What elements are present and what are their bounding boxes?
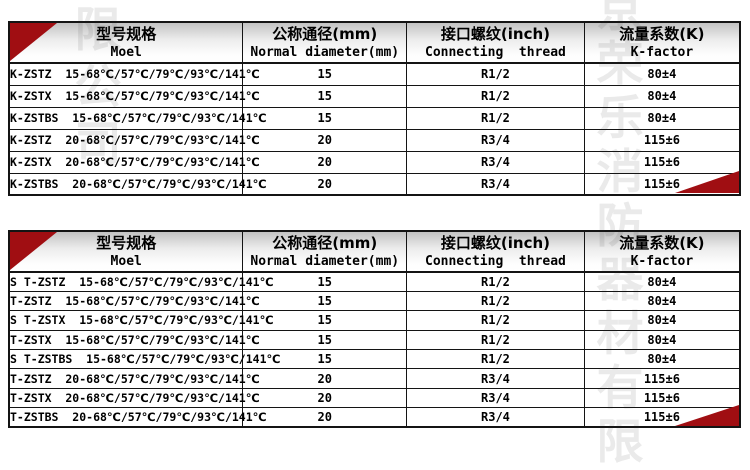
cell-thread: R3/4 [406, 368, 585, 389]
cell-diameter: 20 [242, 368, 408, 389]
cell-model: K-ZSTX 20-68℃/57℃/79℃/93℃/141℃ [8, 150, 260, 174]
table-row: K-ZSTZ 20-68℃/57℃/79℃/93℃/141℃ 20 R3/4 1… [8, 128, 741, 152]
cell-model: S T-ZSTX 15-68℃/57℃/79℃/93℃/141℃ [8, 310, 274, 331]
cell-kfactor: 115±6 [583, 387, 741, 409]
col-header-kfactor-zh: 流量系数(K) [619, 24, 705, 43]
col-header-model-zh: 型号规格 [96, 24, 157, 43]
cell-kfactor: 80±4 [583, 62, 741, 86]
cell-model: T-ZSTBS 20-68℃/57℃/79℃/93℃/141℃ [8, 407, 267, 428]
table-row: K-ZSTX 15-68℃/57℃/79℃/93℃/141℃ 15 R1/2 8… [8, 84, 741, 108]
cell-thread: R1/2 [406, 84, 585, 108]
cell-model: T-ZSTX 20-68℃/57℃/79℃/93℃/141℃ [8, 387, 260, 409]
cell-diameter: 20 [242, 172, 408, 196]
col-header-thread: 接口螺纹(inch) Connecting thread [406, 21, 585, 64]
cell-kfactor: 115±6 [583, 128, 741, 152]
cell-diameter: 20 [242, 387, 408, 409]
cell-kfactor: 80±4 [583, 348, 741, 370]
header-row: 型号规格 Moel 公称通径(mm) Normal diameter(mm) 接… [8, 21, 741, 64]
cell-model: S T-ZSTZ 15-68℃/57℃/79℃/93℃/141℃ [8, 271, 274, 292]
col-header-kfactor-en: K-factor [630, 253, 694, 269]
table-row: T-ZSTZ 15-68℃/57℃/79℃/93℃/141℃ 15 R1/2 8… [8, 290, 741, 312]
cell-kfactor: 80±4 [583, 310, 741, 331]
cell-thread: R3/4 [406, 387, 585, 409]
cell-thread: R3/4 [406, 150, 585, 174]
col-header-thread-zh: 接口螺纹(inch) [440, 24, 550, 43]
col-header-model-zh: 型号规格 [96, 233, 157, 252]
cell-thread: R1/2 [406, 62, 585, 86]
col-header-model-en: Moel [110, 253, 142, 269]
col-header-kfactor: 流量系数(K) K-factor [583, 230, 741, 273]
table-row: S T-ZSTZ 15-68℃/57℃/79℃/93℃/141℃ 15 R1/2… [8, 271, 741, 292]
cell-diameter: 15 [242, 62, 408, 86]
cell-model: T-ZSTZ 15-68℃/57℃/79℃/93℃/141℃ [8, 290, 260, 312]
cell-diameter: 20 [242, 150, 408, 174]
table-row: K-ZSTBS 15-68℃/57℃/79℃/93℃/141℃ 15 R1/2 … [8, 106, 741, 130]
spec-table: 型号规格 Moel 公称通径(mm) Normal diameter(mm) 接… [8, 230, 741, 428]
cell-model: K-ZSTBS 15-68℃/57℃/79℃/93℃/141℃ [8, 106, 267, 130]
col-header-diameter-zh: 公称通径(mm) [272, 24, 378, 43]
spec-table: 型号规格 Moel 公称通径(mm) Normal diameter(mm) 接… [8, 21, 741, 196]
col-header-diameter-zh: 公称通径(mm) [272, 233, 378, 252]
cell-kfactor: 80±4 [583, 271, 741, 292]
table-row: K-ZSTBS 20-68℃/57℃/79℃/93℃/141℃ 20 R3/4 … [8, 172, 741, 196]
col-header-thread-en: Connecting thread [425, 44, 566, 60]
cell-diameter: 15 [242, 329, 408, 351]
col-header-kfactor-zh: 流量系数(K) [619, 233, 705, 252]
table-row: K-ZSTX 20-68℃/57℃/79℃/93℃/141℃ 20 R3/4 1… [8, 150, 741, 174]
cell-kfactor: 80±4 [583, 84, 741, 108]
cell-model: K-ZSTX 15-68℃/57℃/79℃/93℃/141℃ [8, 84, 260, 108]
table-row: S T-ZSTBS 15-68℃/57℃/79℃/93℃/141℃ 15 R1/… [8, 348, 741, 370]
cell-model: K-ZSTZ 15-68℃/57℃/79℃/93℃/141℃ [8, 62, 260, 86]
cell-diameter: 15 [242, 290, 408, 312]
cell-thread: R1/2 [406, 106, 585, 130]
cell-diameter: 20 [242, 128, 408, 152]
cell-model: K-ZSTBS 20-68℃/57℃/79℃/93℃/141℃ [8, 172, 267, 196]
cell-kfactor: 115±6 [583, 368, 741, 389]
col-header-thread: 接口螺纹(inch) Connecting thread [406, 230, 585, 273]
table-row: T-ZSTX 20-68℃/57℃/79℃/93℃/141℃ 20 R3/4 1… [8, 387, 741, 409]
cell-thread: R3/4 [406, 128, 585, 152]
col-header-diameter: 公称通径(mm) Normal diameter(mm) [242, 21, 408, 64]
cell-diameter: 15 [242, 84, 408, 108]
table-row: T-ZSTX 15-68℃/57℃/79℃/93℃/141℃ 15 R1/2 8… [8, 329, 741, 351]
col-header-kfactor: 流量系数(K) K-factor [583, 21, 741, 64]
col-header-thread-en: Connecting thread [425, 253, 566, 269]
col-header-diameter-en: Normal diameter(mm) [250, 253, 400, 269]
cell-thread: R1/2 [406, 290, 585, 312]
cell-model: K-ZSTZ 20-68℃/57℃/79℃/93℃/141℃ [8, 128, 260, 152]
cell-model: T-ZSTX 15-68℃/57℃/79℃/93℃/141℃ [8, 329, 260, 351]
col-header-diameter: 公称通径(mm) Normal diameter(mm) [242, 230, 408, 273]
spec-table-t-series: 型号规格 Moel 公称通径(mm) Normal diameter(mm) 接… [8, 230, 741, 428]
table-row: T-ZSTZ 20-68℃/57℃/79℃/93℃/141℃ 20 R3/4 1… [8, 368, 741, 389]
table-row: S T-ZSTX 15-68℃/57℃/79℃/93℃/141℃ 15 R1/2… [8, 310, 741, 331]
cell-kfactor: 80±4 [583, 106, 741, 130]
cell-thread: R3/4 [406, 407, 585, 428]
cell-kfactor: 80±4 [583, 329, 741, 351]
cell-thread: R1/2 [406, 329, 585, 351]
col-header-thread-zh: 接口螺纹(inch) [440, 233, 550, 252]
col-header-diameter-en: Normal diameter(mm) [250, 44, 400, 60]
col-header-kfactor-en: K-factor [630, 44, 694, 60]
col-header-model-en: Moel [110, 44, 142, 60]
cell-thread: R1/2 [406, 310, 585, 331]
cell-model: S T-ZSTBS 15-68℃/57℃/79℃/93℃/141℃ [8, 348, 280, 370]
cell-model: T-ZSTZ 20-68℃/57℃/79℃/93℃/141℃ [8, 368, 260, 389]
cell-diameter: 15 [242, 106, 408, 130]
cell-kfactor: 80±4 [583, 290, 741, 312]
spec-table-k-series: 型号规格 Moel 公称通径(mm) Normal diameter(mm) 接… [8, 21, 741, 196]
cell-thread: R1/2 [406, 271, 585, 292]
table-row: K-ZSTZ 15-68℃/57℃/79℃/93℃/141℃ 15 R1/2 8… [8, 62, 741, 86]
cell-thread: R1/2 [406, 348, 585, 370]
cell-diameter: 20 [242, 407, 408, 428]
cell-thread: R3/4 [406, 172, 585, 196]
table-row: T-ZSTBS 20-68℃/57℃/79℃/93℃/141℃ 20 R3/4 … [8, 407, 741, 428]
header-row: 型号规格 Moel 公称通径(mm) Normal diameter(mm) 接… [8, 230, 741, 273]
cell-kfactor: 115±6 [583, 150, 741, 174]
